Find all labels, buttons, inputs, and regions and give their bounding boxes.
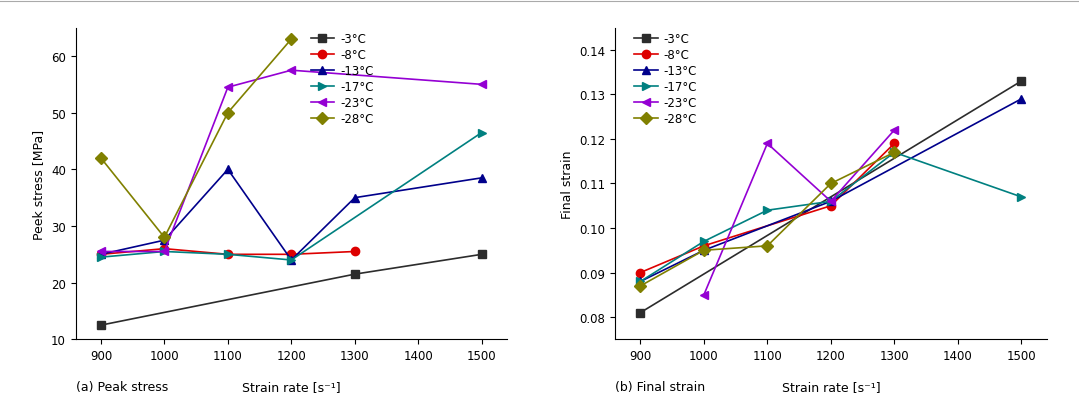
-23°C [824,199,837,204]
-17°C [888,151,901,155]
-8°C [824,204,837,209]
-23°C [95,249,108,254]
-8°C [158,247,170,252]
-13°C [158,238,170,243]
-28°C [634,284,647,289]
Line: -28°C: -28°C [637,149,899,290]
-13°C [285,258,298,263]
Line: -13°C: -13°C [637,96,1025,286]
-8°C [349,249,361,254]
-17°C [697,239,710,244]
Y-axis label: Final strain: Final strain [561,150,574,218]
-23°C [285,69,298,74]
-17°C [634,279,647,284]
-3°C [475,252,488,257]
-13°C [1014,97,1027,102]
Line: -17°C: -17°C [97,129,486,265]
Line: -23°C: -23°C [97,67,486,256]
-8°C [95,252,108,257]
Legend: -3°C, -8°C, -13°C, -17°C, -23°C, -28°C: -3°C, -8°C, -13°C, -17°C, -23°C, -28°C [305,28,379,130]
-23°C [158,249,170,254]
-23°C [475,83,488,88]
-17°C [221,252,234,257]
-28°C [95,156,108,161]
-28°C [158,235,170,240]
-23°C [221,85,234,90]
-17°C [285,258,298,263]
Text: Strain rate [s⁻¹]: Strain rate [s⁻¹] [242,380,341,393]
-17°C [158,249,170,254]
-23°C [888,128,901,133]
-28°C [888,151,901,155]
-13°C [824,199,837,204]
-17°C [475,131,488,136]
-17°C [824,199,837,204]
-8°C [634,270,647,275]
-13°C [95,252,108,257]
Line: -17°C: -17°C [637,149,1025,286]
-28°C [221,111,234,116]
-17°C [95,255,108,260]
-3°C [95,323,108,328]
Text: Strain rate [s⁻¹]: Strain rate [s⁻¹] [781,380,880,393]
Text: (b) Final strain: (b) Final strain [615,380,706,393]
-13°C [475,176,488,181]
Line: -13°C: -13°C [97,166,486,265]
-13°C [634,279,647,284]
-8°C [285,252,298,257]
-23°C [761,142,774,146]
-28°C [761,244,774,249]
Line: -8°C: -8°C [637,140,899,277]
-8°C [697,244,710,249]
-23°C [697,292,710,297]
Legend: -3°C, -8°C, -13°C, -17°C, -23°C, -28°C: -3°C, -8°C, -13°C, -17°C, -23°C, -28°C [629,28,702,130]
Line: -28°C: -28°C [97,36,296,242]
-28°C [285,38,298,43]
Line: -3°C: -3°C [97,251,486,330]
-8°C [888,142,901,146]
-13°C [349,196,361,201]
Line: -23°C: -23°C [699,127,899,299]
-13°C [697,248,710,253]
Y-axis label: Peek stress [MPa]: Peek stress [MPa] [32,129,45,239]
-28°C [824,182,837,187]
-17°C [1014,195,1027,200]
-13°C [221,167,234,172]
-3°C [349,272,361,277]
-8°C [221,252,234,257]
Line: -8°C: -8°C [97,245,359,259]
Text: (a) Peak stress: (a) Peak stress [76,380,167,393]
-28°C [697,248,710,253]
-17°C [761,208,774,213]
